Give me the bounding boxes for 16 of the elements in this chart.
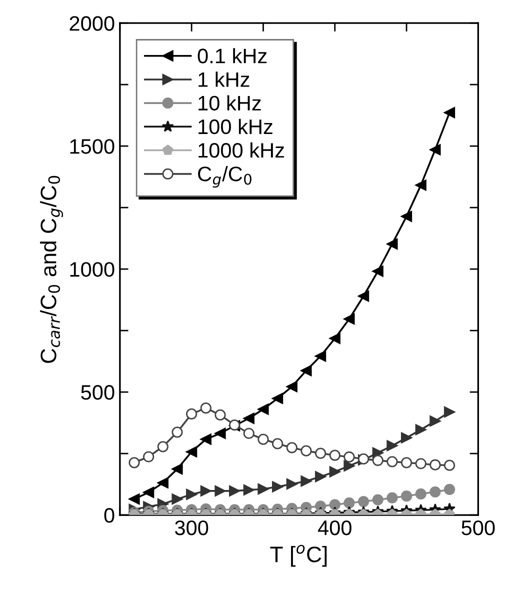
y-axis-title: C$_{carr}$/C$_{0}$ and C$_{g}$/C$_{0}$ <box>40 176 64 363</box>
y-tick-label: 2000 <box>70 16 114 31</box>
y-tick-label: 500 <box>81 385 114 400</box>
legend-label: 1000 kHz <box>198 142 284 158</box>
legend-label: C$_{g}$/C$_{0}$ <box>198 166 252 188</box>
x-axis-title: T [$^{o}$C] <box>270 544 327 567</box>
legend-label: 10 kHz <box>198 95 261 111</box>
y-tick-label: 1500 <box>70 139 114 154</box>
x-tick-label: 300 <box>174 520 208 536</box>
x-tick-label: 500 <box>462 520 495 536</box>
legend-label: 100 kHz <box>198 118 272 134</box>
y-tick-label: 1000 <box>70 262 114 277</box>
y-tick-label: 0 <box>104 508 114 523</box>
legend-label: 1 kHz <box>198 72 250 87</box>
x-tick-label: 400 <box>318 520 352 536</box>
legend-label: 0.1 kHz <box>198 48 267 64</box>
